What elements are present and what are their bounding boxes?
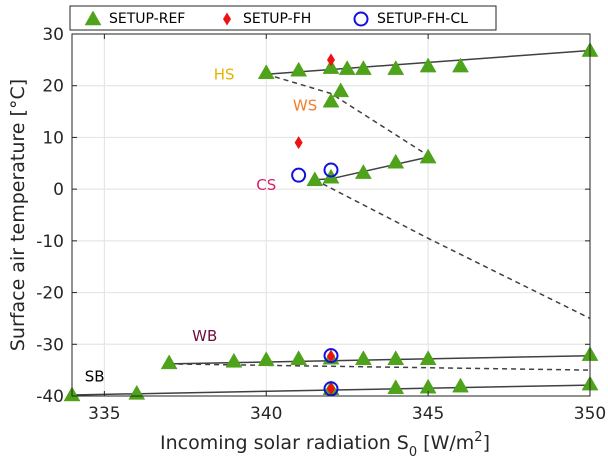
y-tick-label: -40 xyxy=(36,387,64,407)
setup-ref-point-6 xyxy=(419,57,437,73)
setup-ref-point-2 xyxy=(322,59,340,74)
setup-ref-point-19 xyxy=(290,350,308,366)
setup-ref-point-28 xyxy=(387,379,405,394)
legend-label-setup-ref: SETUP-REF xyxy=(109,11,185,27)
setup-ref-point-9 xyxy=(332,82,350,98)
y-tick-label: -20 xyxy=(36,284,64,304)
x-axis-label-unit-end: ] xyxy=(483,432,490,454)
setup-fh-point-2 xyxy=(327,349,335,363)
x-axis-label-superscript: 2 xyxy=(474,430,482,445)
setup-ref-point-23 xyxy=(419,350,437,366)
setup-ref-point-4 xyxy=(354,60,372,75)
setup-ref-point-15 xyxy=(419,148,437,164)
x-tick-label: 345 xyxy=(412,404,444,424)
setup-ref-point-22 xyxy=(387,350,405,366)
legend-box xyxy=(69,5,497,31)
setup-ref-point-11 xyxy=(306,171,324,187)
x-axis-label: Incoming solar radiation S0 [W/m2] xyxy=(160,430,490,459)
region-label-sb: SB xyxy=(85,368,105,386)
setup-fh-cl-point-3 xyxy=(323,381,339,397)
unstable-branch-line-5 xyxy=(169,363,590,371)
y-tick-label: 10 xyxy=(42,128,64,148)
legend: SETUP-REF SETUP-FH SETUP-FH-CL xyxy=(69,5,497,31)
setup-ref-point-7 xyxy=(452,57,469,73)
setup-fh-point-1 xyxy=(294,136,303,150)
setup-ref-point-5 xyxy=(387,60,405,75)
setup-ref-point-1 xyxy=(290,61,308,77)
markers xyxy=(63,42,599,402)
setup-ref-point-21 xyxy=(354,350,372,366)
x-tick-label: 340 xyxy=(250,404,282,424)
x-tick-label: 350 xyxy=(574,404,606,424)
plot-area xyxy=(72,34,590,396)
legend-label-setup-fh-cl: SETUP-FH-CL xyxy=(377,11,468,27)
y-tick-label: -10 xyxy=(36,232,64,252)
region-label-hs: HS xyxy=(214,66,235,84)
y-axis-ticks: -40 -30 -20 -10 0 10 20 30 xyxy=(36,25,590,407)
region-label-ws: WS xyxy=(293,97,317,115)
region-labels: HS WS CS WB SB xyxy=(85,66,318,386)
setup-fh-cl-point-1 xyxy=(291,167,307,183)
x-axis-label-subscript: 0 xyxy=(409,445,417,459)
x-axis-ticks: 335 340 345 350 xyxy=(88,34,606,424)
y-tick-label: -30 xyxy=(36,335,64,355)
x-tick-label: 335 xyxy=(88,404,120,424)
plot-frame xyxy=(71,33,591,397)
legend-marker-setup-fh-cl xyxy=(353,11,369,27)
legend-marker-setup-fh xyxy=(223,12,231,26)
setup-ref-point-14 xyxy=(387,153,405,169)
y-tick-label: 30 xyxy=(42,25,64,45)
legend-marker-setup-ref xyxy=(84,10,102,26)
setup-ref-point-13 xyxy=(354,164,372,179)
y-axis-label: Surface air temperature [°C] xyxy=(7,79,29,351)
region-label-cs: CS xyxy=(256,176,276,194)
setup-ref-point-17 xyxy=(225,352,243,368)
region-label-wb: WB xyxy=(192,327,217,345)
y-tick-label: 20 xyxy=(42,77,64,97)
setup-fh-cl-point-0 xyxy=(323,162,339,178)
setup-fh-point-3 xyxy=(327,382,335,396)
y-tick-label: 0 xyxy=(53,180,64,200)
setup-ref-point-10 xyxy=(322,92,340,108)
setup-fh-cl-point-2 xyxy=(323,348,339,364)
setup-fh-point-0 xyxy=(327,53,335,67)
setup-ref-point-30 xyxy=(452,377,469,393)
setup-ref-point-18 xyxy=(257,351,275,367)
legend-label-setup-fh: SETUP-FH xyxy=(243,11,311,27)
x-axis-label-main: Incoming solar radiation S xyxy=(160,432,409,454)
setup-ref-point-0 xyxy=(257,64,275,80)
setup-ref-point-3 xyxy=(338,60,356,75)
unstable-branch-line-3 xyxy=(314,179,590,320)
setup-ref-point-16 xyxy=(160,354,178,370)
x-axis-label-unit: [W/m xyxy=(417,432,474,454)
